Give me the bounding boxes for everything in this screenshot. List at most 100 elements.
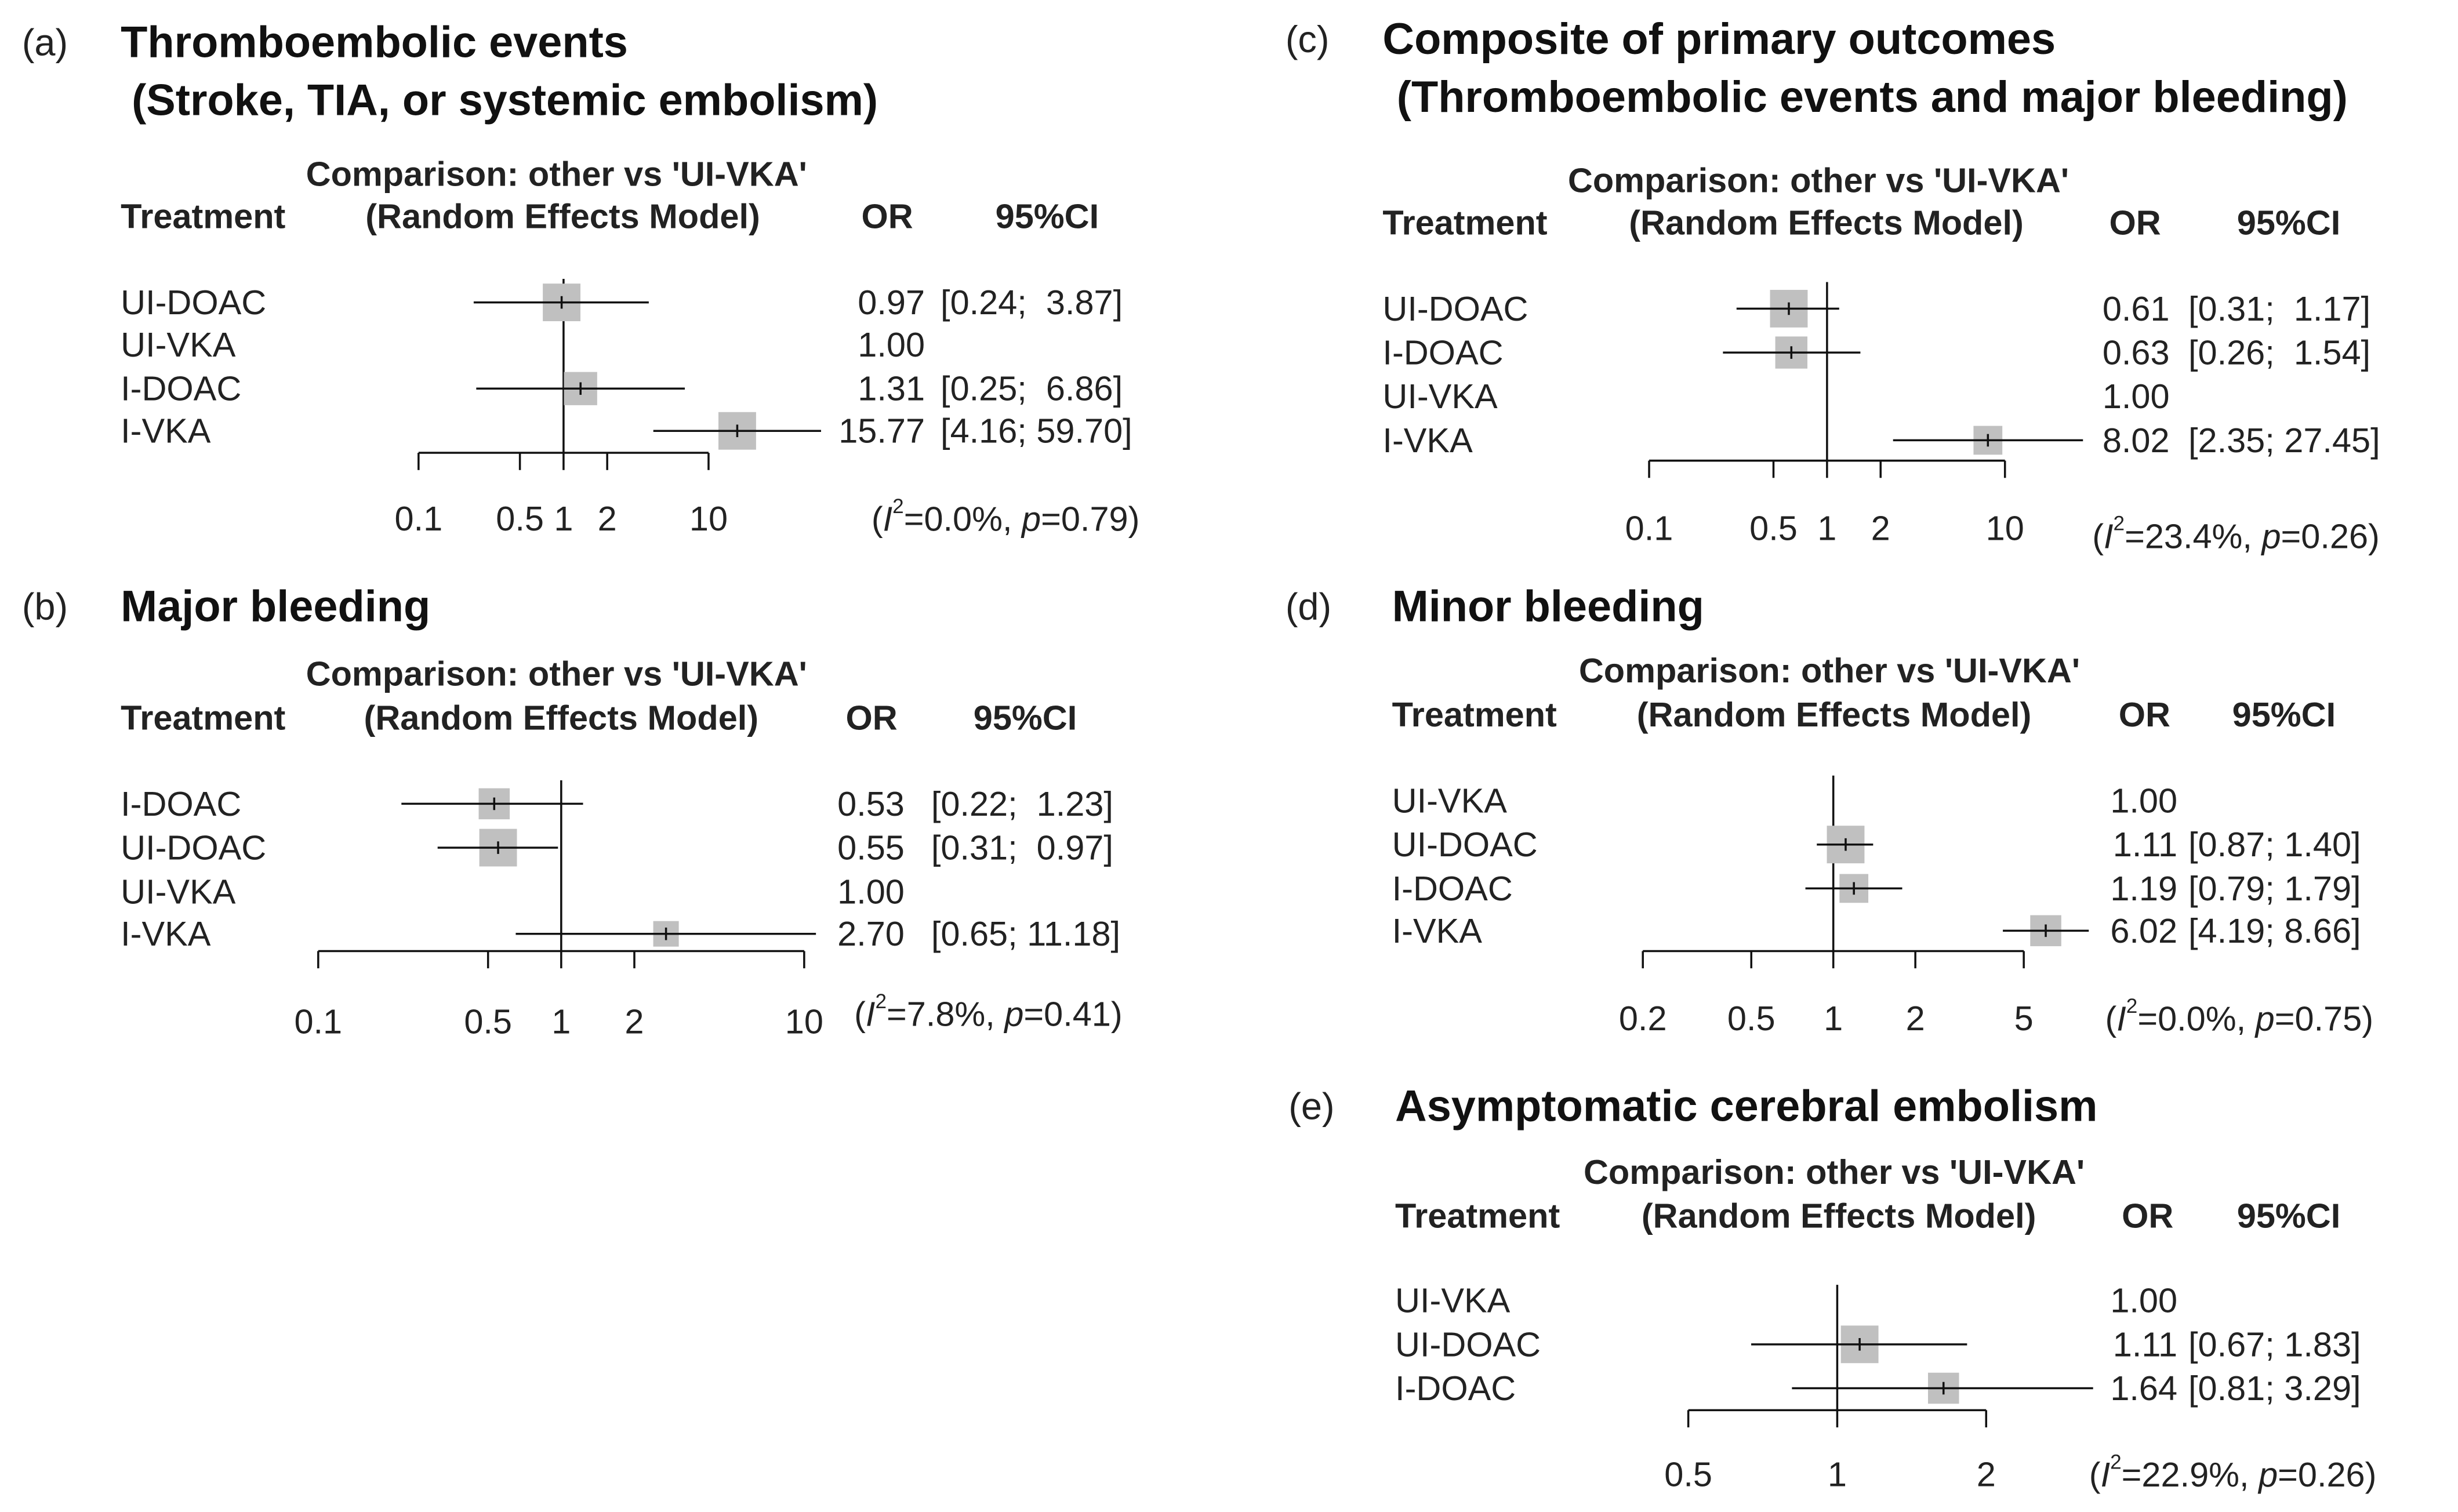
or-value: 0.61: [2103, 289, 2170, 328]
treatment-label: I-DOAC: [1392, 869, 1513, 908]
i2-value: =0.0%,: [2137, 999, 2255, 1038]
panel-label: (b): [22, 585, 68, 627]
paren-open: (: [872, 499, 883, 538]
column-header-or: OR: [2122, 1197, 2173, 1235]
comparison-label: Comparison: other vs 'UI-VKA': [1584, 1153, 2085, 1191]
x-tick-label: 0.5: [1664, 1455, 1712, 1494]
forest-row: I-DOAC 1.64 [0.81; 3.29]: [1395, 1369, 2361, 1408]
heterogeneity-stats: (I2=0.0%, p=0.75): [2105, 995, 2373, 1038]
p-symbol: p: [1021, 499, 1041, 538]
or-value: 1.00: [837, 872, 905, 911]
treatment-label: I-VKA: [121, 914, 211, 953]
or-value: 0.55: [837, 828, 905, 867]
panel-label: (e): [1288, 1085, 1334, 1128]
forest-row: UI-DOAC 0.55 [0.31; 0.97]: [121, 828, 1113, 867]
or-value: 15.77: [838, 412, 925, 450]
treatment-label: I-VKA: [1382, 421, 1473, 460]
forest-row: I-DOAC 0.63 [0.26; 1.54]: [1382, 333, 2370, 372]
p-symbol: p: [1003, 994, 1023, 1033]
or-value: 8.02: [2103, 421, 2170, 460]
panel-title: Asymptomatic cerebral embolism: [1395, 1082, 2097, 1131]
p-value: =0.79): [1041, 499, 1139, 538]
forest-row: UI-VKA 1.00: [1382, 377, 2169, 416]
heterogeneity-stats: (I2=22.9%, p=0.26): [2089, 1451, 2377, 1494]
p-symbol: p: [2260, 517, 2281, 555]
x-tick-label: 10: [689, 499, 728, 538]
column-header-ci: 95%CI: [996, 197, 1099, 235]
or-value: 0.53: [837, 784, 905, 823]
treatment-label: I-DOAC: [1382, 333, 1503, 372]
or-value: 1.31: [858, 369, 925, 408]
forest-panel-d: (d) Minor bleeding Comparison: other vs 'U…: [1286, 581, 2373, 1038]
panel-label: (d): [1286, 585, 1331, 627]
or-value: 1.00: [858, 325, 925, 364]
ci-value: [0.31; 1.17]: [2188, 289, 2370, 328]
forest-row: I-VKA 8.02 [2.35; 27.45]: [1382, 421, 2380, 460]
x-tick-label: 0.1: [394, 499, 442, 538]
x-tick-label: 2: [1977, 1455, 1996, 1494]
column-header-treatment: Treatment: [1395, 1197, 1560, 1235]
p-value: =0.26): [2281, 517, 2380, 555]
x-tick-label: 1: [1824, 999, 1843, 1038]
comparison-label: Comparison: other vs 'UI-VKA': [306, 655, 807, 693]
x-tick-label: 5: [2014, 999, 2034, 1038]
panel-label: (c): [1286, 18, 1330, 60]
column-header-ci: 95%CI: [2237, 1197, 2340, 1235]
x-tick-label: 2: [598, 499, 617, 538]
i2-symbol: I: [2104, 517, 2114, 555]
panel-label: (a): [22, 21, 68, 63]
i2-value: =22.9%,: [2122, 1455, 2259, 1494]
or-value: 1.00: [2103, 377, 2170, 416]
treatment-label: I-DOAC: [121, 784, 241, 823]
treatment-label: UI-DOAC: [121, 828, 266, 867]
forest-row: UI-VKA 1.00: [1395, 1281, 2177, 1320]
model-label: (Random Effects Model): [1637, 695, 2032, 734]
ci-value: [2.35; 27.45]: [2188, 421, 2380, 460]
column-header-or: OR: [862, 197, 913, 235]
ci-value: [4.16; 59.70]: [941, 412, 1132, 450]
or-value: 1.11: [2113, 825, 2177, 864]
x-tick-label: 0.2: [1619, 999, 1667, 1038]
i2-symbol: I: [2101, 1455, 2111, 1494]
x-tick-label: 1: [554, 499, 573, 538]
column-header-ci: 95%CI: [974, 698, 1077, 737]
forest-row: I-VKA 2.70 [0.65; 11.18]: [121, 914, 1120, 953]
ci-value: [0.26; 1.54]: [2188, 333, 2370, 372]
i2-superscript: 2: [2126, 995, 2138, 1017]
column-header-ci: 95%CI: [2232, 695, 2336, 734]
i2-symbol: I: [2116, 999, 2126, 1038]
model-label: (Random Effects Model): [365, 197, 760, 235]
treatment-label: I-DOAC: [121, 369, 241, 408]
x-tick-label: 0.5: [464, 1002, 512, 1041]
treatment-label: UI-DOAC: [1395, 1325, 1541, 1364]
panel-title: Composite of primary outcomes: [1382, 14, 2056, 64]
x-tick-label: 1: [1828, 1455, 1847, 1494]
ci-value: [0.67; 1.83]: [2188, 1325, 2361, 1364]
panel-subtitle: (Thromboembolic events and major bleedin…: [1397, 72, 2348, 122]
x-tick-label: 1: [1817, 508, 1836, 547]
ci-value: [0.81; 3.29]: [2188, 1369, 2361, 1408]
i2-superscript: 2: [2110, 1451, 2122, 1473]
forest-row: I-VKA 6.02 [4.19; 8.66]: [1392, 911, 2361, 950]
paren-open: (: [854, 994, 866, 1033]
i2-superscript: 2: [892, 495, 904, 517]
p-value: =0.26): [2278, 1455, 2376, 1494]
forest-row: UI-VKA 1.00: [121, 872, 905, 911]
forest-row: UI-DOAC 0.97 [0.24; 3.87]: [121, 283, 1123, 322]
ci-value: [0.31; 0.97]: [931, 828, 1113, 867]
x-tick-label: 0.5: [1727, 999, 1776, 1038]
comparison-label: Comparison: other vs 'UI-VKA': [1579, 651, 2080, 690]
x-tick-label: 2: [1871, 508, 1890, 547]
x-tick-label: 10: [785, 1002, 823, 1041]
forest-panel-b: (b) Major bleeding Comparison: other vs 'U…: [22, 581, 1123, 1041]
treatment-label: UI-DOAC: [1392, 825, 1538, 864]
comparison-label: Comparison: other vs 'UI-VKA': [1568, 161, 2069, 199]
forest-row: I-VKA 15.77 [4.16; 59.70]: [121, 412, 1132, 450]
i2-value: =0.0%,: [904, 499, 1022, 538]
forest-row: UI-DOAC 1.11 [0.87; 1.40]: [1392, 825, 2361, 864]
or-value: 6.02: [2110, 911, 2177, 950]
model-label: (Random Effects Model): [1642, 1197, 2036, 1235]
i2-value: =7.8%,: [887, 994, 1004, 1033]
panel-title: Major bleeding: [121, 581, 430, 631]
